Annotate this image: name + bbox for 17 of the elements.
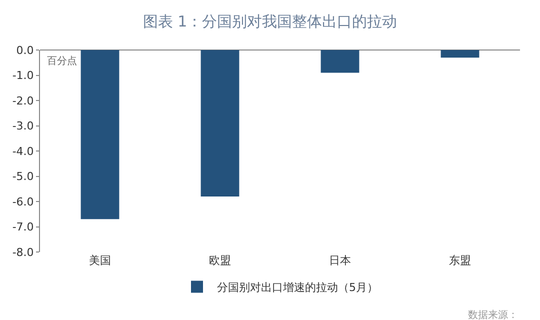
annotation: 百分点	[47, 55, 77, 67]
source-note: 数据来源：	[468, 309, 518, 320]
y-tick-label: -8.0	[12, 246, 34, 259]
legend-label: 分国别对出口增速的拉动（5月）	[217, 280, 378, 294]
y-tick-label: -2.0	[12, 94, 34, 108]
x-tick-label: 东盟	[449, 254, 471, 267]
y-tick-label: -6.0	[12, 195, 34, 208]
y-tick-label: -5.0	[12, 170, 34, 184]
chart-title: 图表 1：分国别对我国整体出口的拉动	[142, 12, 398, 30]
y-tick-label: -3.0	[12, 120, 34, 133]
x-tick-label: 欧盟	[209, 254, 231, 267]
y-tick-label: -4.0	[12, 144, 34, 158]
x-tick-label: 日本	[329, 254, 351, 267]
x-tick-label: 美国	[89, 254, 111, 267]
y-tick-label: 0.0	[16, 44, 34, 57]
y-tick-label: -7.0	[12, 220, 34, 234]
y-tick-label: -1.0	[12, 69, 34, 82]
